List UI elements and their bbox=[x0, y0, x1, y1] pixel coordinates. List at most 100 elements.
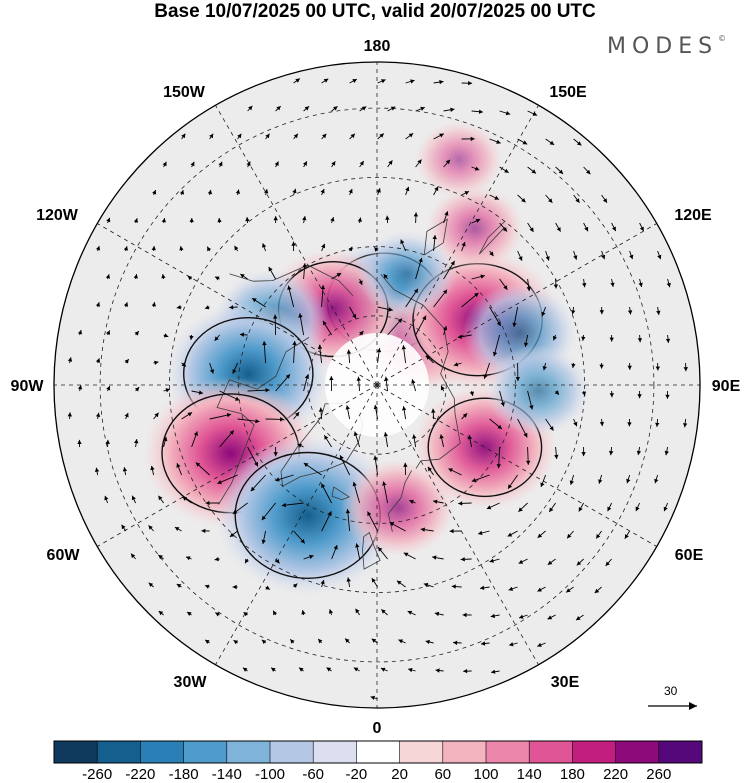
wind-arrowhead bbox=[554, 454, 559, 459]
colorbar-segment bbox=[615, 741, 660, 763]
wind-arrowhead bbox=[214, 557, 219, 562]
wind-arrowhead bbox=[586, 169, 591, 175]
wind-arrowhead bbox=[481, 641, 486, 646]
meridian-line bbox=[215, 384, 378, 665]
anomaly-negative-13 bbox=[357, 230, 457, 317]
wind-arrowhead bbox=[571, 363, 576, 368]
wind-arrowhead bbox=[518, 256, 523, 261]
wind-arrowhead bbox=[458, 501, 463, 506]
map-border bbox=[53, 61, 701, 709]
coastline-5 bbox=[362, 531, 381, 570]
wind-arrowhead bbox=[461, 242, 466, 247]
wind-arrowhead bbox=[457, 334, 462, 339]
wind-arrowhead bbox=[581, 452, 586, 457]
wind-arrowhead bbox=[542, 366, 547, 371]
wind-arrowhead bbox=[388, 307, 393, 312]
wind-arrowhead bbox=[287, 285, 292, 290]
wind-arrowhead bbox=[491, 669, 496, 674]
wind-arrowhead bbox=[358, 280, 363, 285]
wind-arrowhead bbox=[345, 509, 351, 514]
wind-arrowhead bbox=[352, 314, 357, 319]
wind-arrowhead bbox=[639, 226, 644, 232]
wind-arrowhead bbox=[571, 310, 576, 315]
wind-arrowhead bbox=[304, 374, 309, 379]
wind-arrowhead bbox=[130, 553, 136, 559]
colorbar-segment bbox=[97, 741, 141, 763]
wind-arrowhead bbox=[273, 610, 278, 616]
wind-arrowhead bbox=[507, 532, 513, 537]
wind-arrowhead bbox=[666, 282, 671, 288]
wind-arrowhead bbox=[304, 106, 310, 111]
wind-arrowhead bbox=[261, 515, 266, 521]
wind-arrowhead bbox=[106, 217, 111, 223]
wind-arrowhead bbox=[378, 547, 383, 552]
wind-arrowhead bbox=[176, 463, 181, 468]
wind-arrowhead bbox=[265, 585, 270, 590]
wind-arrowhead bbox=[552, 335, 557, 341]
wind-arrowhead bbox=[408, 667, 413, 673]
wind-arrowhead bbox=[398, 639, 403, 644]
wind-arrowhead bbox=[77, 330, 83, 335]
anomaly-field bbox=[143, 120, 591, 596]
wind-arrowhead bbox=[295, 412, 300, 417]
colorbar-tick-label: 260 bbox=[646, 766, 672, 783]
colorbar-segment bbox=[442, 741, 487, 763]
wind-arrowhead bbox=[273, 452, 278, 457]
wind-arrowhead bbox=[518, 507, 523, 512]
wind-arrowhead bbox=[151, 246, 156, 251]
wind-arrowhead bbox=[410, 79, 415, 84]
meridian-line bbox=[376, 223, 657, 386]
wind-arrowhead bbox=[665, 394, 670, 399]
wind-arrowhead bbox=[229, 430, 234, 435]
lon-label-30w: 30W bbox=[174, 674, 208, 691]
wind-arrowhead bbox=[255, 419, 260, 424]
wind-arrowhead bbox=[154, 360, 159, 365]
wind-arrowhead bbox=[207, 246, 212, 252]
wind-arrowhead bbox=[417, 159, 422, 164]
coastline-7 bbox=[423, 218, 448, 256]
wind-arrowhead bbox=[291, 241, 296, 246]
wind-arrowhead bbox=[352, 79, 357, 83]
wind-arrowhead bbox=[553, 284, 559, 289]
brand-text: MODES bbox=[607, 34, 719, 59]
wind-arrowhead bbox=[339, 455, 344, 460]
wind-arrowhead bbox=[578, 507, 583, 512]
wind-arrowhead bbox=[161, 274, 166, 279]
wind-arrowhead bbox=[599, 421, 605, 427]
wind-arrowhead bbox=[285, 374, 290, 379]
wind-arrowhead bbox=[217, 480, 222, 484]
wind-arrowhead bbox=[163, 436, 168, 442]
wind-arrowhead bbox=[444, 211, 449, 216]
wind-arrowhead bbox=[162, 161, 167, 167]
wind-arrowhead bbox=[280, 417, 285, 422]
wind-arrowhead bbox=[187, 275, 193, 281]
wind-arrowhead bbox=[420, 527, 425, 532]
wind-arrowhead bbox=[204, 584, 210, 589]
brand-mark: © bbox=[718, 34, 727, 43]
wind-arrowhead bbox=[252, 298, 257, 303]
colorbar-tick-label: 60 bbox=[434, 766, 452, 783]
wind-arrowhead bbox=[547, 615, 553, 620]
wind-arrowhead bbox=[450, 260, 455, 266]
wind-arrowhead bbox=[581, 391, 586, 396]
wind-arrowhead bbox=[359, 331, 364, 336]
colorbar-tick-label: 20 bbox=[391, 766, 408, 783]
wind-arrowhead bbox=[327, 511, 332, 516]
wind-arrowhead bbox=[158, 611, 164, 616]
wind-arrowhead bbox=[462, 413, 468, 418]
wind-arrowhead bbox=[384, 376, 389, 381]
wind-arrowhead bbox=[262, 243, 267, 248]
wind-arrowhead bbox=[301, 610, 306, 615]
anomaly-positive-12 bbox=[425, 185, 525, 272]
wind-arrowhead bbox=[229, 532, 235, 537]
wind-arrowhead bbox=[215, 276, 220, 281]
wind-arrowhead bbox=[576, 616, 581, 621]
wind-arrowhead bbox=[521, 198, 526, 203]
wind-arrowhead bbox=[448, 468, 453, 473]
wind-arrowhead bbox=[397, 318, 403, 323]
wind-arrowhead bbox=[371, 578, 376, 583]
lon-label-120e: 120E bbox=[674, 207, 712, 224]
wind-arrowhead bbox=[174, 527, 180, 531]
wind-arrowhead bbox=[94, 467, 100, 472]
wind-arrowhead bbox=[176, 584, 182, 588]
